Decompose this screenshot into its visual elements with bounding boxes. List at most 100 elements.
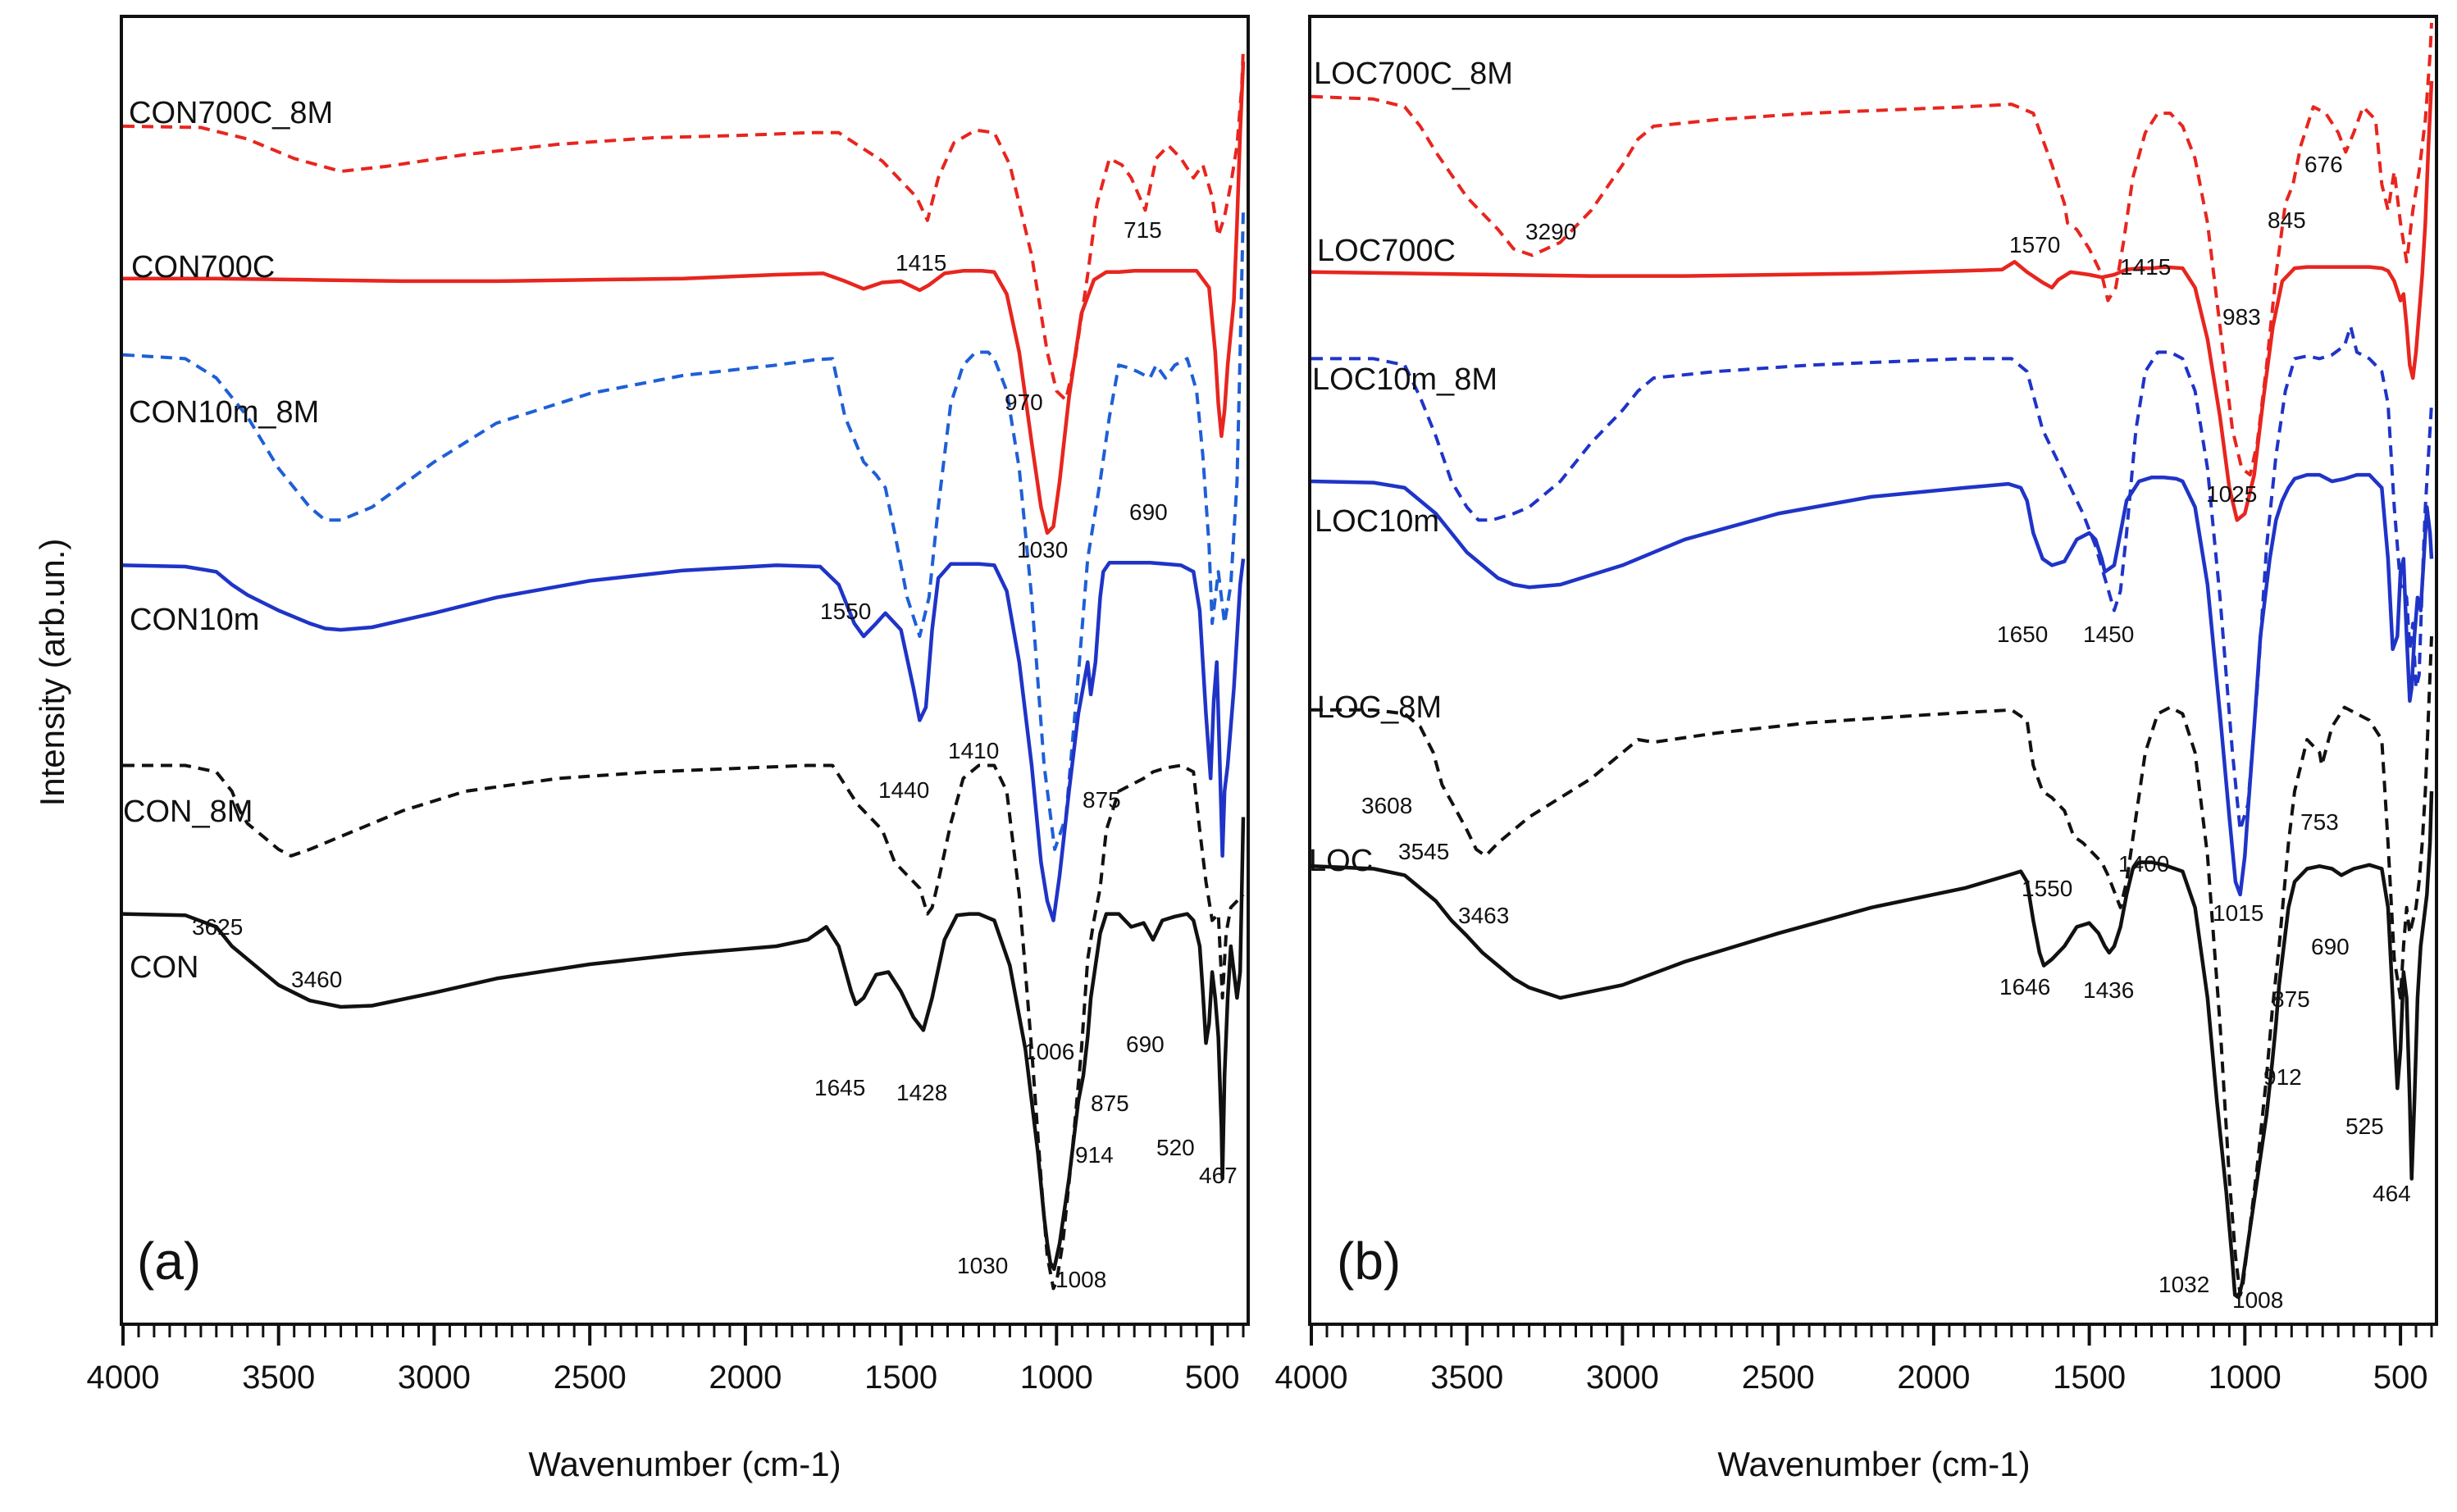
- series-line-con-8m: [123, 763, 1245, 1291]
- peak-label: 3545: [1398, 839, 1449, 864]
- x-axis-label-b: Wavenumber (cm-1): [1717, 1445, 2030, 1483]
- x-tick-label: 1000: [1020, 1359, 1093, 1396]
- peak-label: 676: [2304, 152, 2343, 177]
- peak-label: 1646: [1999, 974, 2050, 1000]
- peak-label: 1550: [820, 599, 871, 624]
- peak-label: 1400: [2118, 851, 2169, 877]
- peak-label: 753: [2300, 809, 2339, 835]
- panel-b-series-group: [1311, 22, 2434, 1300]
- peak-label: 520: [1156, 1135, 1195, 1160]
- panel-b-ticks: [1310, 1323, 2436, 1346]
- curve-label-con700c-8m: CON700C_8M: [129, 96, 333, 130]
- panel-a-tick-labels: 4000 3500 3000 2500 2000 1500 1000 500: [87, 1359, 1240, 1396]
- curve-label-loc-8m: LOC_8M: [1317, 690, 1442, 725]
- peak-label: 1015: [2213, 900, 2263, 926]
- series-line-con10m-8m: [122, 210, 1245, 851]
- x-tick-label: 500: [2373, 1359, 2428, 1396]
- series-line-loc10m-8m: [1311, 325, 2433, 832]
- y-axis-label: Intensity (arb.un.): [33, 539, 71, 807]
- series-line-loc-8m: [1311, 635, 2433, 1297]
- peak-label: 525: [2345, 1114, 2384, 1139]
- x-tick-label: 3000: [1586, 1359, 1659, 1396]
- peak-label: 875: [1083, 787, 1121, 813]
- peak-label: 1436: [2083, 977, 2134, 1003]
- x-tick-label: 3500: [242, 1359, 315, 1396]
- peak-label: 3625: [192, 914, 243, 940]
- peak-label: 690: [2311, 934, 2350, 959]
- peak-label: 3460: [291, 967, 342, 992]
- x-axis-label-a: Wavenumber (cm-1): [528, 1445, 841, 1483]
- curve-label-loc: LOC: [1309, 844, 1373, 878]
- x-tick-label: 3500: [1430, 1359, 1503, 1396]
- curve-label-con700c: CON700C: [131, 250, 275, 285]
- x-tick-label: 3000: [398, 1359, 471, 1396]
- peak-label: 845: [2268, 207, 2306, 233]
- x-tick-label: 2500: [554, 1359, 627, 1396]
- peak-label: 3290: [1525, 219, 1576, 244]
- peak-label: 1650: [1997, 622, 2048, 647]
- series-line-con700c: [123, 61, 1246, 535]
- peak-label: 715: [1124, 217, 1162, 243]
- curve-label-loc700c-8m: LOC700C_8M: [1314, 57, 1513, 91]
- series-line-con: [122, 817, 1246, 1272]
- x-tick-label: 4000: [87, 1359, 160, 1396]
- peak-label: 1415: [2120, 254, 2171, 280]
- curve-label-con10m: CON10m: [130, 603, 259, 637]
- x-tick-label: 2000: [709, 1359, 782, 1396]
- peak-label: 1025: [2206, 481, 2257, 507]
- panel-b-tick-labels: 4000 3500 3000 2500 2000 1500 1000 500: [1275, 1359, 2428, 1396]
- x-tick-label: 2500: [1742, 1359, 1815, 1396]
- peak-label: 1008: [1055, 1267, 1106, 1292]
- peak-label: 690: [1126, 1032, 1165, 1057]
- x-tick-label: 1500: [864, 1359, 937, 1396]
- panel-a: 4000 3500 3000 2500 2000 1500 1000 500 CON700C_…: [87, 15, 1250, 1483]
- series-line-loc700c-8m: [1311, 22, 2433, 477]
- peak-label: 467: [1199, 1163, 1238, 1188]
- peak-label: 1030: [957, 1253, 1008, 1278]
- peak-label: 690: [1129, 499, 1168, 525]
- series-line-con700c-8m: [122, 48, 1245, 402]
- curve-label-con-8m: CON_8M: [123, 795, 253, 829]
- series-line-con10m: [122, 558, 1246, 922]
- curve-label-con: CON: [130, 950, 198, 985]
- peak-label: 1428: [896, 1080, 947, 1105]
- peak-label: 1645: [814, 1075, 865, 1100]
- peak-label: 1440: [878, 777, 929, 803]
- peak-label: 1030: [1017, 537, 1068, 562]
- peak-label: 1006: [1023, 1039, 1074, 1064]
- x-tick-label: 1500: [2053, 1359, 2126, 1396]
- peak-label: 1008: [2232, 1287, 2283, 1313]
- peak-label: 1450: [2083, 622, 2134, 647]
- peak-label: 914: [1075, 1142, 1114, 1168]
- panel-letter-a: (a): [137, 1232, 201, 1291]
- peak-label: 912: [2263, 1064, 2302, 1090]
- peak-label: 1032: [2158, 1272, 2209, 1297]
- curve-label-loc700c: LOC700C: [1317, 234, 1456, 268]
- series-line-loc700c: [1311, 80, 2434, 522]
- peak-label: 3463: [1458, 903, 1509, 928]
- panel-a-series-group: [122, 48, 1246, 1291]
- series-line-loc: [1311, 790, 2434, 1300]
- peak-label: 875: [1091, 1091, 1129, 1116]
- x-tick-label: 500: [1185, 1359, 1240, 1396]
- peak-label: 3608: [1361, 793, 1412, 818]
- x-tick-label: 2000: [1897, 1359, 1970, 1396]
- peak-label: 1410: [948, 738, 999, 763]
- curve-label-con10m-8m: CON10m_8M: [129, 395, 319, 430]
- peak-label: 970: [1005, 389, 1043, 415]
- curve-label-loc10m-8m: LOC10m_8M: [1312, 362, 1497, 397]
- peak-label: 1415: [896, 250, 946, 276]
- peak-label: 875: [2272, 986, 2310, 1012]
- peak-label: 1550: [2022, 876, 2072, 901]
- peak-label: 983: [2222, 304, 2261, 330]
- curve-label-loc10m: LOC10m: [1315, 504, 1439, 539]
- x-tick-label: 1000: [2209, 1359, 2282, 1396]
- peak-label: 1570: [2009, 232, 2060, 257]
- peak-label: 464: [2373, 1181, 2411, 1206]
- panel-a-ticks: [121, 1323, 1248, 1346]
- panel-letter-b: (b): [1337, 1232, 1401, 1291]
- series-line-loc10m: [1311, 472, 2434, 897]
- x-tick-label: 4000: [1275, 1359, 1348, 1396]
- panel-b: 4000 3500 3000 2500 2000 1500 1000 500 LOC700C_…: [1275, 15, 2438, 1483]
